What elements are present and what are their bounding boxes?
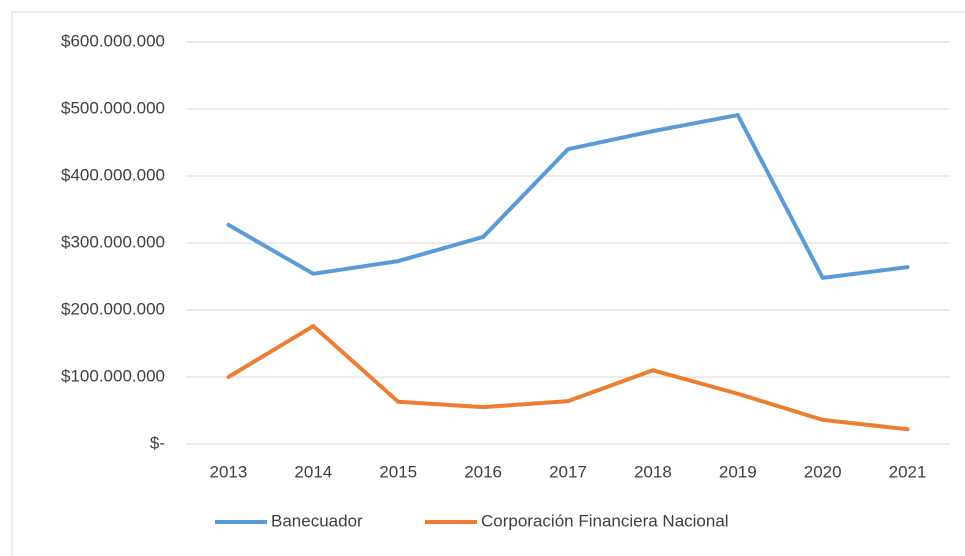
legend-label: Banecuador [271,511,363,530]
y-tick-label: $200.000.000 [61,299,165,318]
x-tick-label: 2015 [379,462,417,481]
x-tick-label: 2014 [294,462,332,481]
x-tick-label: 2016 [464,462,502,481]
y-tick-label: $500.000.000 [61,98,165,117]
x-tick-label: 2013 [210,462,248,481]
y-tick-label: $300.000.000 [61,232,165,251]
series-line [226,113,910,280]
x-tick-label: 2017 [549,462,587,481]
y-tick-label: $100.000.000 [61,366,165,385]
chart-frame [11,11,965,556]
x-tick-label: 2018 [634,462,672,481]
y-tick-label: $600.000.000 [61,31,165,50]
series-line [226,324,910,432]
y-tick-label: $400.000.000 [61,165,165,184]
x-tick-label: 2021 [889,462,927,481]
legend-label: Corporación Financiera Nacional [481,511,729,530]
x-tick-label: 2019 [719,462,757,481]
x-tick-label: 2020 [804,462,842,481]
y-tick-label: $- [150,433,165,452]
